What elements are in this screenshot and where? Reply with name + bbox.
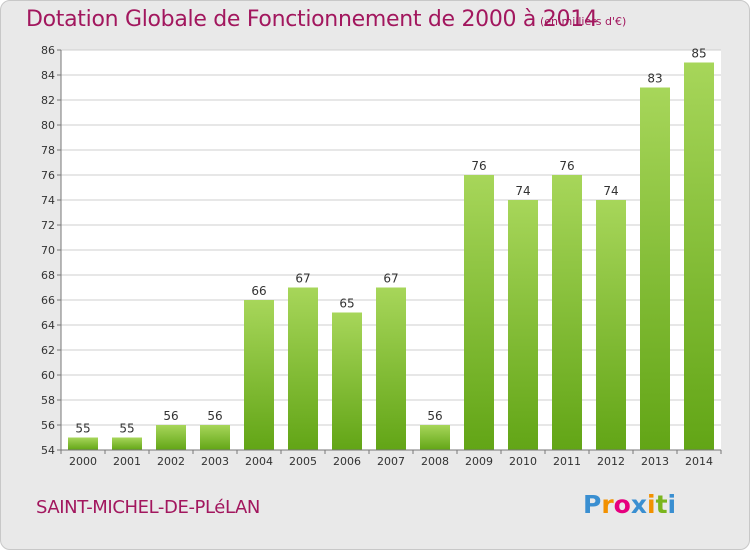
bar	[156, 425, 186, 450]
bar	[244, 300, 274, 450]
logo-letter: P	[583, 490, 602, 519]
y-tick-label: 78	[41, 144, 55, 157]
bar-value-label: 66	[251, 284, 266, 298]
x-tick-label: 2013	[641, 455, 669, 468]
y-tick-label: 68	[41, 269, 55, 282]
commune-name: SAINT-MICHEL-DE-PLéLAN	[36, 497, 260, 518]
y-tick-label: 70	[41, 244, 55, 257]
bar-value-label: 85	[691, 47, 706, 61]
bar-value-label: 76	[559, 159, 574, 173]
proxiti-logo: Proxiti	[583, 490, 676, 519]
y-tick-label: 62	[41, 344, 55, 357]
y-tick-label: 58	[41, 394, 55, 407]
y-tick-label: 76	[41, 169, 55, 182]
bar-value-label: 56	[207, 409, 222, 423]
chart-subtitle: (en milliers d'€)	[540, 15, 627, 28]
bar-value-label: 83	[647, 72, 662, 86]
bar-value-label: 55	[75, 422, 90, 436]
x-tick-label: 2012	[597, 455, 625, 468]
x-tick-label: 2002	[157, 455, 185, 468]
y-tick-label: 86	[41, 44, 55, 57]
x-tick-label: 2008	[421, 455, 449, 468]
bar-value-label: 67	[383, 272, 398, 286]
bar	[200, 425, 230, 450]
x-tick-label: 2005	[289, 455, 317, 468]
bar-value-label: 74	[515, 184, 530, 198]
bar-value-label: 74	[603, 184, 618, 198]
bar	[684, 62, 714, 450]
bar	[112, 437, 142, 450]
bar	[640, 87, 670, 450]
y-tick-label: 84	[41, 69, 55, 82]
bar	[464, 175, 494, 450]
bar-value-label: 56	[163, 409, 178, 423]
x-tick-label: 2004	[245, 455, 273, 468]
bar	[68, 437, 98, 450]
logo-letter: t	[655, 490, 668, 519]
y-tick-label: 60	[41, 369, 55, 382]
bar-value-label: 55	[119, 422, 134, 436]
x-tick-label: 2011	[553, 455, 581, 468]
bar	[332, 312, 362, 450]
bar	[552, 175, 582, 450]
y-tick-label: 54	[41, 444, 55, 457]
logo-letter: r	[601, 490, 614, 519]
y-tick-label: 82	[41, 94, 55, 107]
y-tick-label: 74	[41, 194, 55, 207]
bar	[420, 425, 450, 450]
y-tick-label: 80	[41, 119, 55, 132]
bar-value-label: 56	[427, 409, 442, 423]
bar-value-label: 65	[339, 297, 354, 311]
bar	[288, 287, 318, 450]
chart-title: Dotation Globale de Fonctionnement de 20…	[26, 7, 598, 32]
bar-value-label: 76	[471, 159, 486, 173]
bar-value-label: 67	[295, 272, 310, 286]
y-tick-label: 72	[41, 219, 55, 232]
logo-letter: o	[613, 490, 631, 519]
x-tick-label: 2014	[685, 455, 713, 468]
x-tick-label: 2003	[201, 455, 229, 468]
bar	[596, 200, 626, 450]
x-tick-label: 2010	[509, 455, 537, 468]
bar	[376, 287, 406, 450]
y-tick-label: 66	[41, 294, 55, 307]
y-tick-label: 56	[41, 419, 55, 432]
logo-letter: i	[647, 490, 656, 519]
x-tick-label: 2000	[69, 455, 97, 468]
logo-letter: i	[667, 490, 677, 519]
x-tick-label: 2009	[465, 455, 493, 468]
logo-letter: x	[630, 490, 647, 519]
bar	[508, 200, 538, 450]
y-tick-label: 64	[41, 319, 55, 332]
x-tick-label: 2006	[333, 455, 361, 468]
x-tick-label: 2001	[113, 455, 141, 468]
x-tick-label: 2007	[377, 455, 405, 468]
